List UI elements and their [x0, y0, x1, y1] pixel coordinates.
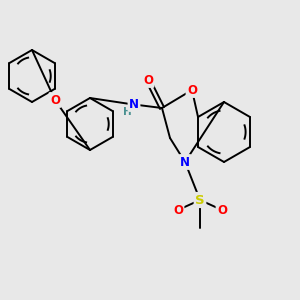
- Text: S: S: [195, 194, 205, 206]
- Text: O: O: [173, 203, 183, 217]
- Text: N: N: [180, 155, 190, 169]
- Text: O: O: [217, 203, 227, 217]
- Text: O: O: [143, 74, 153, 86]
- Text: N: N: [129, 98, 139, 110]
- Text: O: O: [50, 94, 60, 106]
- Text: O: O: [187, 83, 197, 97]
- Text: H: H: [123, 107, 131, 117]
